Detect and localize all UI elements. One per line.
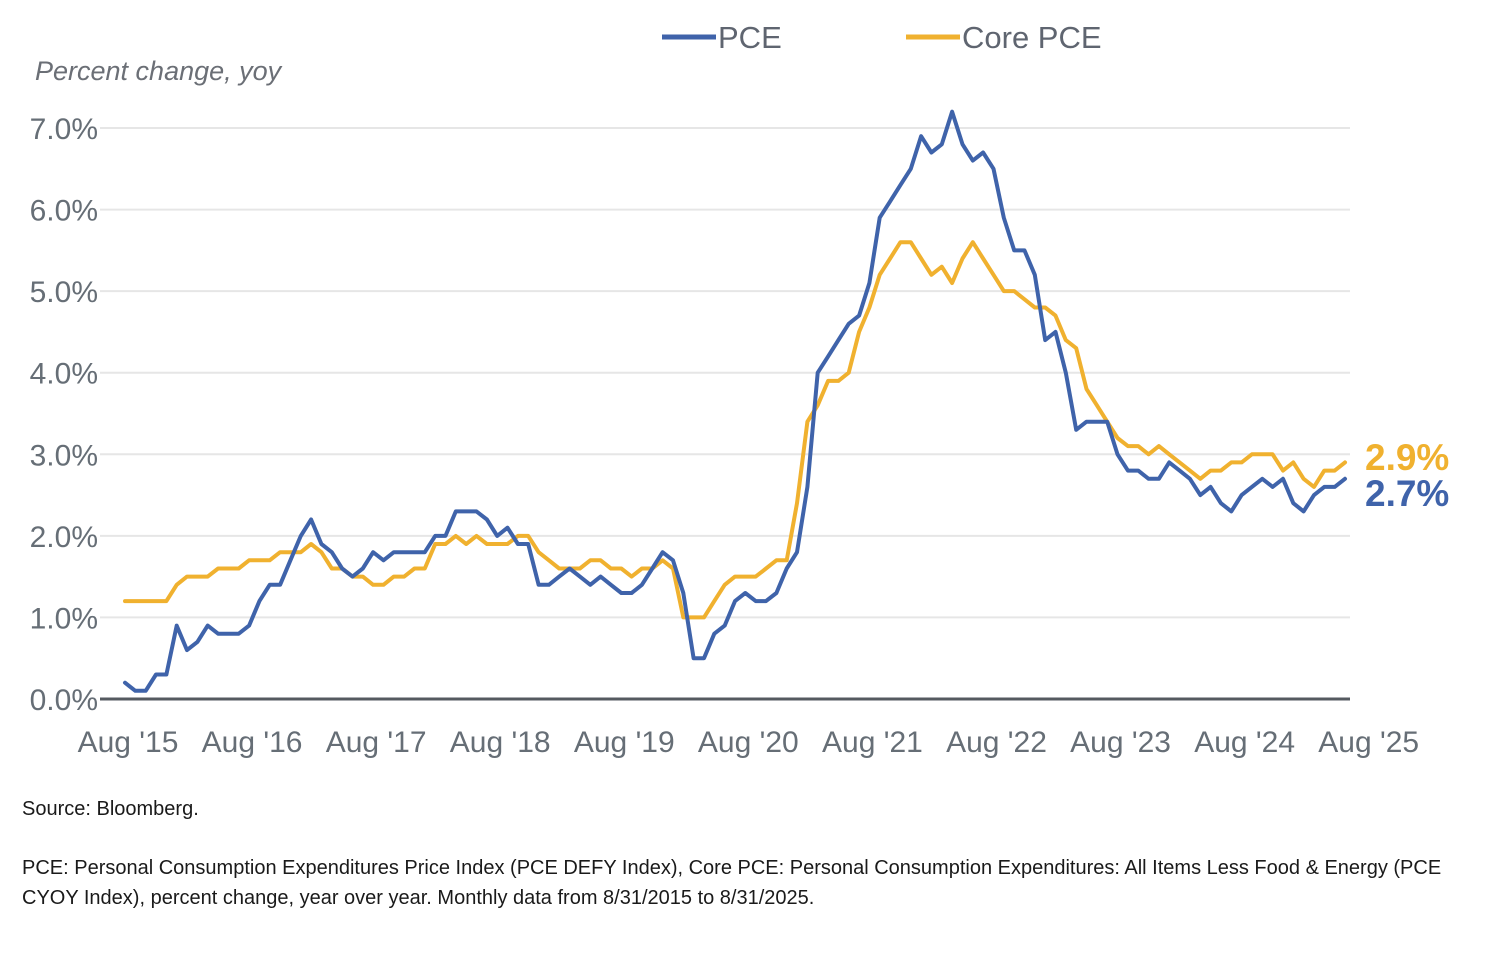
gridlines [100, 127, 1350, 701]
y-tick-label: 6.0% [30, 195, 98, 228]
description-note: PCE: Personal Consumption Expenditures P… [22, 857, 1442, 909]
axes: Percent change, yoy 0.0% 1.0% 2.0% 3.0% 4.0% 5… [30, 56, 1419, 759]
x-tick-label: Aug '20 [698, 726, 799, 759]
y-axis-title: Percent change, yoy [35, 56, 283, 86]
x-tick-label: Aug '16 [202, 726, 303, 759]
x-tick-label: Aug '15 [78, 726, 179, 759]
y-tick-label: 2.0% [30, 521, 98, 554]
x-tick-label: Aug '21 [822, 726, 923, 759]
end-label-pce: 2.7% [1365, 473, 1449, 514]
legend: PCE Core PCE [662, 20, 1102, 55]
series-line-core-pce [123, 240, 1347, 620]
y-tick-label: 0.0% [30, 684, 98, 717]
y-tick-label: 5.0% [30, 276, 98, 309]
x-tick-label: Aug '25 [1318, 726, 1419, 759]
x-tick-label: Aug '22 [946, 726, 1047, 759]
y-tick-label: 1.0% [30, 602, 98, 635]
x-tick-label: Aug '24 [1194, 726, 1295, 759]
legend-label-pce: PCE [718, 20, 782, 55]
y-tick-label: 7.0% [30, 113, 98, 146]
source-note: Source: Bloomberg. [22, 798, 199, 820]
y-tick-label: 3.0% [30, 439, 98, 472]
series-lines [123, 109, 1347, 693]
y-tick-label: 4.0% [30, 358, 98, 391]
end-labels: 2.7%2.9% [1365, 437, 1449, 514]
x-tick-label: Aug '23 [1070, 726, 1171, 759]
x-tick-label: Aug '18 [450, 726, 551, 759]
legend-label-core-pce: Core PCE [962, 20, 1102, 55]
pce-line-chart: Percent change, yoy 0.0% 1.0% 2.0% 3.0% 4.0% 5… [30, 20, 1450, 759]
series-line-pce [123, 109, 1347, 693]
x-tick-label: Aug '17 [326, 726, 427, 759]
end-label-core-pce: 2.9% [1365, 437, 1449, 478]
x-tick-label: Aug '19 [574, 726, 675, 759]
